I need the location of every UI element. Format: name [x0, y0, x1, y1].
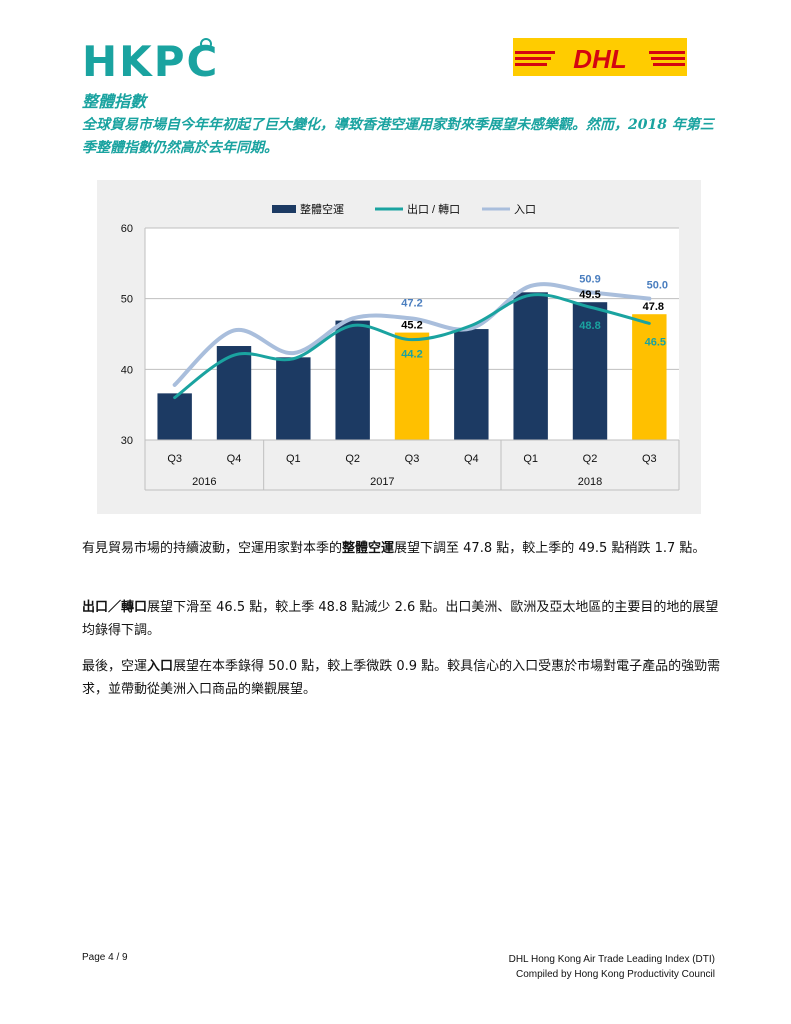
footer-info: DHL Hong Kong Air Trade Leading Index (D… [509, 952, 715, 982]
import-data-label-7: 50.9 [579, 273, 600, 285]
hkpc-logo-mark-icon [200, 38, 212, 50]
y-tick-label-30: 30 [121, 435, 133, 447]
y-tick-label-50: 50 [121, 294, 133, 306]
series-line-0 [173, 293, 651, 400]
dhl-logo-text: DHL [573, 44, 626, 74]
year-group-label-0: 2016 [192, 476, 216, 488]
bar-0 [157, 393, 192, 440]
series-line-1 [172, 282, 652, 387]
bar-data-label-7: 49.5 [579, 289, 600, 301]
paragraph-overall: 有見貿易市場的持續波動，空運用家對本季的整體空運展望下調至 47.8 點，較上季… [82, 537, 722, 560]
legend-label-export: 出口 / 轉口 [407, 202, 460, 216]
legend-swatch-bar [272, 205, 296, 213]
x-tick-label-4: Q3 [405, 453, 420, 465]
bar-3 [335, 320, 370, 440]
x-tick-label-8: Q3 [642, 453, 657, 465]
x-tick-label-0: Q3 [167, 453, 182, 465]
hkpc-logo-text: HKPC [82, 38, 219, 80]
paragraph-export: 出口／轉口展望下滑至 46.5 點，較上季 48.8 點減少 2.6 點。出口美… [82, 596, 722, 642]
bar-8 [632, 314, 667, 440]
bar-2 [276, 357, 311, 440]
p2-text-a: 出口／轉口 [82, 600, 148, 615]
year-group-label-2: 2018 [578, 476, 602, 488]
x-tick-label-7: Q2 [583, 453, 598, 465]
legend-label-bar: 整體空運 [300, 202, 344, 216]
dhl-logo: DHL [513, 38, 687, 76]
export-data-label-7: 48.8 [579, 320, 600, 332]
x-tick-label-3: Q2 [345, 453, 360, 465]
chart-panel: 30 40 50 60 45.2 49.5 47.8 44.2 48.8 46.5 47.2 50.9… [97, 180, 701, 514]
p3-text-c: 展望在本季錄得 50.0 點，較上季微跌 0.9 點。較具信心的入口受惠於市場對… [82, 659, 721, 697]
x-tick-label-1: Q4 [227, 453, 242, 465]
intro-text: 全球貿易市場自今年年初起了巨大變化，導致香港空運用家對來季展望未感樂觀。然而，2… [82, 117, 714, 156]
x-tick-label-6: Q1 [523, 453, 538, 465]
page-number: Page 4 / 9 [82, 952, 128, 963]
import-data-label-4: 47.2 [401, 297, 422, 309]
y-tick-label-40: 40 [121, 364, 133, 376]
p3-text-a: 最後，空運 [82, 659, 148, 674]
paragraph-import: 最後，空運入口展望在本季錄得 50.0 點，較上季微跌 0.9 點。較具信心的入… [82, 655, 722, 701]
footer-compiled-by: Compiled by Hong Kong Productivity Counc… [516, 969, 715, 980]
bar-5 [454, 329, 489, 440]
p1-text-c: 展望下調至 47.8 點，較上季的 49.5 點稍跌 1.7 點。 [394, 541, 706, 556]
export-data-label-8: 46.5 [645, 336, 666, 348]
import-data-label-8: 50.0 [647, 280, 668, 292]
export-data-label-4: 44.2 [401, 349, 422, 361]
bar-4 [394, 332, 430, 440]
p1-text-b: 整體空運 [342, 541, 395, 556]
legend-label-import: 入口 [514, 204, 536, 216]
bar-data-label-8: 47.8 [643, 301, 664, 313]
year-group-label-1: 2017 [370, 476, 394, 488]
bar-data-label-4: 45.2 [401, 320, 422, 332]
p1-text-a: 有見貿易市場的持續波動，空運用家對本季的 [82, 541, 343, 556]
bar-7 [572, 302, 608, 440]
hkpc-logo: HKPC [82, 38, 219, 80]
x-tick-label-5: Q4 [464, 453, 479, 465]
x-tick-label-2: Q1 [286, 453, 301, 465]
section-title: 整體指數 [82, 92, 147, 111]
footer-doc-title: DHL Hong Kong Air Trade Leading Index (D… [508, 954, 715, 965]
p3-text-b: 入口 [147, 659, 174, 674]
index-chart: 30 40 50 60 45.2 49.5 47.8 44.2 48.8 46.5 47.2 50.9… [121, 202, 680, 491]
y-tick-label-60: 60 [121, 223, 133, 235]
p2-text-b: 展望下滑至 46.5 點，較上季 48.8 點減少 2.6 點。出口美洲、歐洲及… [82, 600, 719, 638]
bar-6 [513, 292, 548, 440]
